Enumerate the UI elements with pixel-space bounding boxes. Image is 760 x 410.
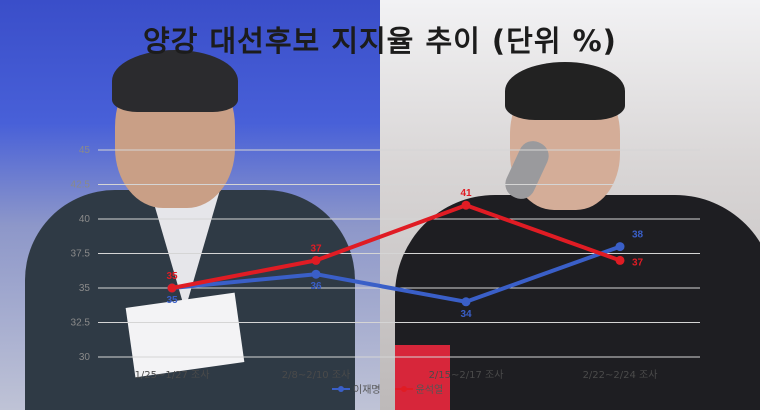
y-tick-label: 35 bbox=[79, 283, 91, 294]
candidate-left-hair bbox=[112, 50, 238, 112]
legend-label: 이재명 bbox=[353, 385, 381, 396]
data-point bbox=[615, 255, 625, 265]
data-label: 36 bbox=[310, 281, 322, 292]
series-line bbox=[171, 203, 621, 290]
legend-item: 이재명 bbox=[332, 381, 381, 396]
data-point bbox=[311, 269, 321, 279]
y-axis-ticks: 30 32.5 35 37.5 40 42.5 45 bbox=[71, 145, 91, 363]
y-tick-label: 40 bbox=[79, 214, 91, 225]
data-label: 38 bbox=[632, 230, 644, 241]
data-point bbox=[311, 255, 321, 265]
chart-title: 양강 대선후보 지지율 추이 (단위 %) bbox=[143, 24, 617, 58]
data-label: 35 bbox=[166, 271, 178, 282]
data-point bbox=[461, 297, 471, 307]
data-point bbox=[461, 200, 471, 210]
y-tick-label: 37.5 bbox=[71, 249, 91, 260]
x-tick-label: 2/15~2/17 조사 bbox=[429, 369, 504, 381]
gridlines bbox=[98, 149, 700, 358]
data-label: 41 bbox=[460, 188, 472, 199]
data-point bbox=[615, 242, 625, 252]
legend-label: 윤석열 bbox=[415, 385, 444, 396]
y-tick-label: 32.5 bbox=[71, 318, 91, 329]
x-tick-label: 2/8~2/10 조사 bbox=[282, 369, 351, 381]
legend-marker bbox=[394, 385, 413, 393]
data-label: 37 bbox=[310, 243, 322, 254]
candidate-right-suit bbox=[395, 195, 760, 410]
red-sign bbox=[395, 345, 450, 410]
y-tick-label: 30 bbox=[79, 352, 91, 363]
x-tick-label: 2/22~2/24 조사 bbox=[583, 369, 658, 381]
legend-marker bbox=[332, 385, 350, 393]
y-tick-label: 42.5 bbox=[71, 180, 91, 191]
x-axis-ticks: 1/25~1/27 조사 2/8~2/10 조사 2/15~2/17 조사 2/22~… bbox=[135, 369, 658, 381]
series-line bbox=[171, 244, 621, 304]
legend: 이재명 윤석열 bbox=[332, 381, 443, 396]
data-label: 37 bbox=[632, 257, 644, 268]
data-label: 34 bbox=[460, 309, 472, 320]
legend-item: 윤석열 bbox=[394, 381, 444, 396]
data-label: 35 bbox=[166, 295, 178, 306]
y-tick-label: 45 bbox=[79, 145, 91, 156]
candidate-right-hair bbox=[505, 62, 625, 120]
data-point bbox=[167, 283, 177, 293]
series-lines bbox=[167, 200, 625, 307]
data-labels: 35 36 34 38 35 37 41 37 bbox=[166, 188, 643, 320]
x-tick-label: 1/25~1/27 조사 bbox=[135, 369, 210, 381]
